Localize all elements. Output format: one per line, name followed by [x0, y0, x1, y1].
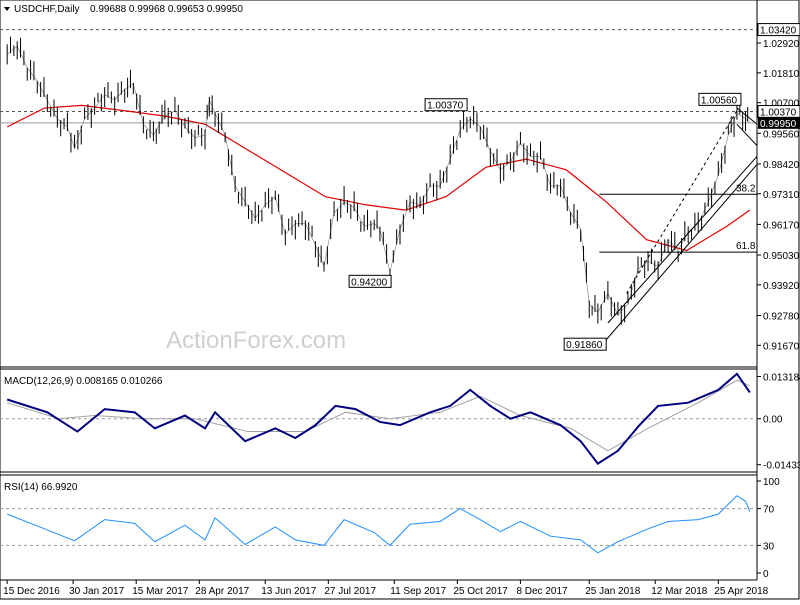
- trend-channel-inner-line: [607, 156, 758, 324]
- macd-signal-line: [7, 379, 751, 452]
- rsi-ytick-label: 70: [763, 505, 775, 516]
- moving-average-line: [6, 104, 751, 252]
- rsi-ytick-label: 100: [763, 477, 780, 488]
- rsi-ytick-label: 0: [763, 569, 769, 580]
- trend-channel-support-line: [601, 164, 758, 345]
- rsi-ytick-label: 30: [763, 541, 775, 552]
- price-ytick-label: 0.92780: [763, 311, 800, 322]
- price-level-label: 1.00370: [760, 108, 797, 119]
- rsi-title: RSI(14) 66.9920: [4, 482, 78, 493]
- price-ytick-label: 0.93920: [763, 281, 800, 292]
- grid-layer: [0, 29, 757, 546]
- price-ytick-label: 0.98420: [763, 160, 800, 171]
- date-tick-label: 15 Mar 2017: [132, 586, 189, 597]
- price-annotation-label: 0.94200: [351, 277, 388, 288]
- macd-ytick-label: -0.014339: [763, 461, 800, 472]
- price-ytick-label: 1.02920: [763, 39, 800, 50]
- date-tick-label: 25 Oct 2017: [453, 586, 508, 597]
- current-price-box: [758, 116, 800, 129]
- price-ytick-label: 0.99560: [763, 129, 800, 140]
- date-tick-label: 25 Apr 2018: [714, 586, 768, 597]
- price-annotation-box: [348, 274, 392, 288]
- price-close-line: [6, 45, 751, 316]
- rsi-layer: [6, 495, 751, 554]
- price-annotation-label: 0.91860: [566, 340, 603, 351]
- fibonacci-level-label: 61.8: [736, 241, 756, 252]
- price-ytick-label: 0.91670: [763, 341, 800, 352]
- price-annotation-label: 1.00560: [701, 95, 738, 106]
- axis-layer: 1.02920 1.01810 1.00700 0.99560 0.98420 0.973…: [3, 23, 800, 597]
- fibonacci-level-label: 38.2: [736, 183, 756, 194]
- date-tick-label: 11 Sep 2017: [390, 586, 446, 597]
- date-tick-label: 12 Mar 2018: [651, 586, 708, 597]
- chevron-down-icon[interactable]: [4, 7, 10, 11]
- macd-ytick-label: 0.013184: [763, 372, 800, 383]
- ohlc-readout: 0.99688 0.99968 0.99653 0.99950: [90, 4, 243, 15]
- price-ytick-label: 1.00700: [763, 99, 800, 110]
- date-tick-label: 27 Jul 2017: [324, 586, 376, 597]
- price-ytick-label: 0.97310: [763, 190, 800, 201]
- price-ytick-label: 0.96170: [763, 220, 800, 231]
- rsi-line: [6, 495, 751, 554]
- price-annotation-box: [424, 98, 468, 112]
- moving-average-layer: [6, 104, 751, 252]
- date-tick-label: 13 Jun 2017: [261, 586, 316, 597]
- date-tick-label: 15 Dec 2016: [3, 586, 60, 597]
- price-annotation-label: 1.00370: [427, 101, 464, 112]
- flag-upper-line: [736, 107, 758, 125]
- price-annotation-box: [698, 92, 742, 106]
- price-level-label: 1.03420: [760, 26, 797, 37]
- date-tick-label: 30 Jan 2017: [69, 586, 124, 597]
- price-layer: [6, 36, 751, 325]
- macd-title: MACD(12,26,9) 0.008165 0.010266: [4, 376, 163, 387]
- date-tick-label: 28 Apr 2017: [195, 586, 249, 597]
- date-tick-label: 8 Dec 2017: [516, 586, 568, 597]
- symbol-label: USDCHF,Daily: [14, 4, 80, 15]
- price-ytick-label: 1.01810: [763, 69, 800, 80]
- price-level-box: [757, 23, 800, 37]
- projection-dashed-line: [626, 110, 738, 294]
- date-tick-label: 25 Jan 2018: [585, 586, 640, 597]
- macd-ytick-label: 0.00: [763, 415, 783, 426]
- macd-layer: [6, 372, 751, 465]
- price-ytick-label: 0.95030: [763, 251, 800, 262]
- watermark: ActionForex.com: [166, 327, 346, 354]
- macd-line: [6, 372, 751, 465]
- annotation-layer: 38.2 61.8 1.00370 1.00560 0.94200 0.91860: [348, 92, 758, 351]
- current-price-label: 0.99950: [760, 119, 797, 130]
- flag-lower-line: [736, 123, 758, 147]
- price-annotation-box: [563, 337, 607, 351]
